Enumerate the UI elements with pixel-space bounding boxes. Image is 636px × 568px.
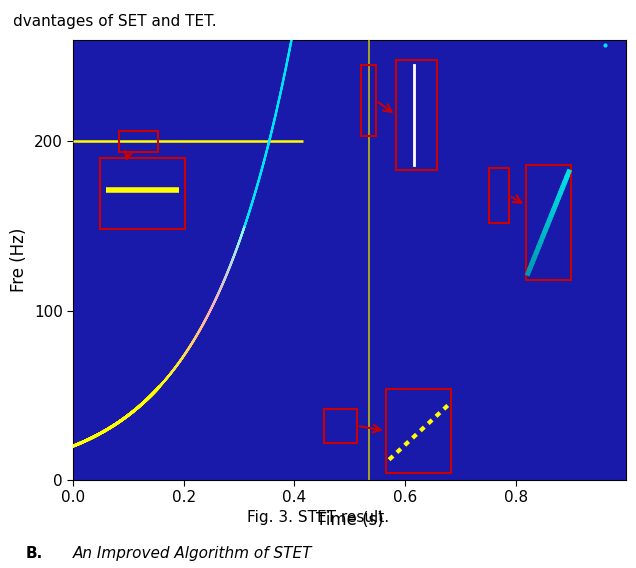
Bar (361, 65, 377, 136)
Bar (118, 131, 158, 152)
Bar (386, 389, 451, 473)
Text: dvantages of SET and TET.: dvantages of SET and TET. (13, 14, 216, 29)
Y-axis label: Fre (Hz): Fre (Hz) (10, 228, 28, 292)
Text: B.: B. (25, 546, 43, 561)
Bar (324, 409, 357, 442)
Bar (100, 158, 186, 229)
Bar (489, 169, 509, 223)
Bar (396, 60, 437, 170)
Text: An Improved Algorithm of STET: An Improved Algorithm of STET (73, 546, 313, 561)
Text: Fig. 3. STET result.: Fig. 3. STET result. (247, 511, 389, 525)
X-axis label: Time (s): Time (s) (316, 511, 384, 529)
Bar (526, 165, 571, 280)
